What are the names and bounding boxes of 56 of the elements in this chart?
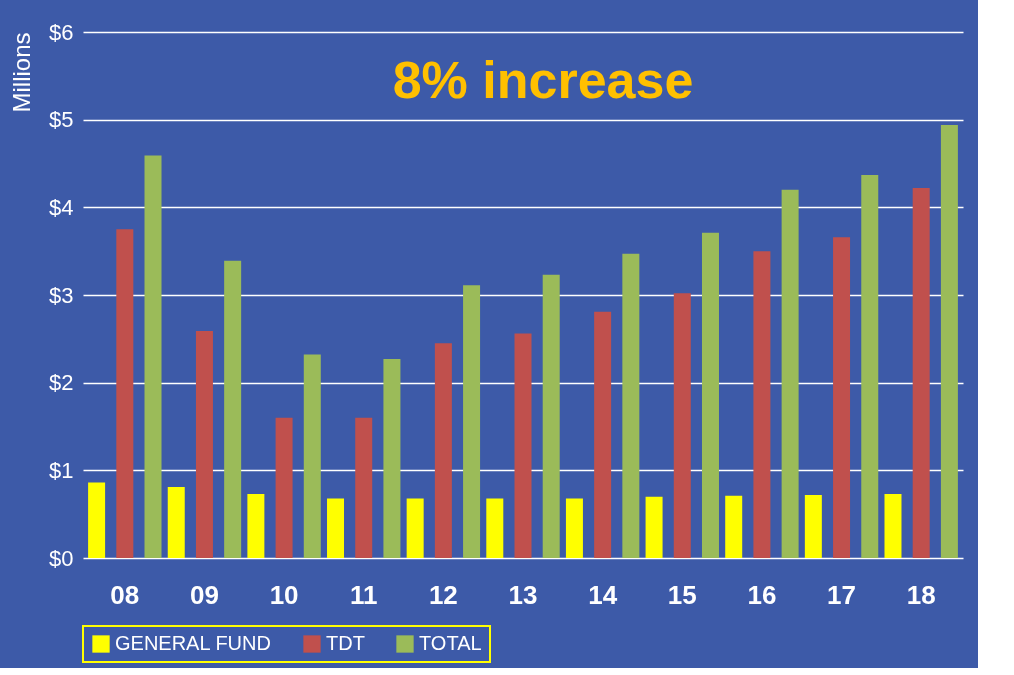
x-tick-label: 09: [189, 579, 219, 610]
y-axis-title: Millions: [8, 32, 36, 113]
y-tick-label: $4: [49, 194, 74, 220]
y-tick-label: $0: [49, 545, 74, 571]
bar: [940, 124, 958, 558]
bar: [861, 174, 879, 558]
bar: [224, 260, 242, 558]
bar: [673, 293, 691, 558]
bar: [725, 495, 743, 558]
bar: [884, 494, 902, 558]
legend-label: TDT: [326, 632, 365, 654]
bar: [144, 155, 162, 558]
x-tick-label: 12: [428, 579, 458, 610]
x-tick-label: 14: [588, 579, 618, 610]
y-tick-label: $5: [49, 107, 74, 133]
bar: [833, 237, 851, 558]
x-tick-label: 17: [827, 579, 857, 610]
bar: [88, 482, 106, 558]
bar: [645, 496, 663, 558]
annotation: 8% increase: [392, 51, 694, 109]
x-tick-label: 16: [747, 579, 777, 610]
x-tick-label: 18: [906, 579, 936, 610]
bar: [565, 498, 583, 558]
bar: [486, 498, 504, 558]
x-tick-label: 10: [269, 579, 299, 610]
bar: [195, 330, 213, 558]
bar: [167, 486, 185, 558]
bar: [275, 417, 293, 558]
y-tick-label: $2: [49, 370, 74, 396]
y-tick-label: $6: [49, 19, 74, 45]
bar: [463, 285, 481, 558]
x-tick-label: 13: [508, 579, 538, 610]
bar: [804, 494, 822, 558]
bar: [753, 251, 771, 558]
bar: [622, 253, 640, 558]
bar: [406, 498, 424, 558]
bar: [247, 494, 265, 558]
bar: [701, 232, 719, 558]
x-tick-label: 11: [349, 579, 378, 610]
bar: [594, 311, 612, 558]
bar: [434, 343, 452, 558]
x-tick-label: 15: [667, 579, 697, 610]
bar: [327, 498, 345, 558]
x-tick-label: 08: [110, 579, 140, 610]
y-tick-label: $3: [49, 282, 74, 308]
bar: [542, 274, 560, 558]
bar: [303, 354, 321, 558]
bar: [514, 333, 532, 558]
bar: [355, 417, 373, 558]
bar: [383, 359, 401, 558]
bar: [781, 189, 799, 558]
bar: [116, 229, 134, 558]
bar: [912, 188, 930, 558]
legend-label: GENERAL FUND: [115, 632, 271, 654]
legend-label: TOTAL: [419, 632, 482, 654]
y-tick-label: $1: [49, 457, 74, 483]
